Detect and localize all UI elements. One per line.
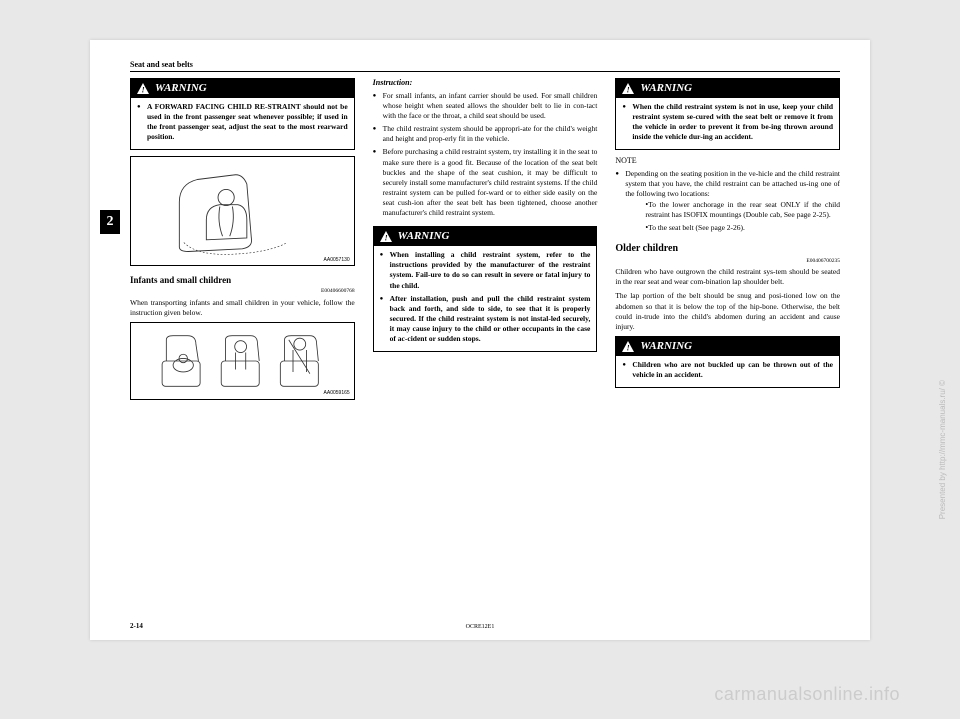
warning-item: When installing a child restraint system… [380, 250, 591, 291]
side-attribution: Presented by http://mmc-manuals.ru/ © [938, 380, 947, 519]
warning-body: Children who are not buckled up can be t… [616, 356, 839, 387]
page-number: 2-14 [130, 622, 143, 630]
warning-item: When the child restraint system is not i… [622, 102, 833, 143]
watermark: carmanualsonline.info [714, 684, 900, 705]
note-subitem: To the seat belt (See page 2-26). [635, 223, 840, 234]
warning-item: After installation, push and pull the ch… [380, 294, 591, 345]
warning-header: ! WARNING [131, 79, 354, 98]
instruction-item: The child restraint system should be app… [373, 124, 598, 144]
column-2: Instruction: For small infants, an infan… [373, 78, 598, 408]
warning-header: ! WARNING [616, 337, 839, 356]
warning-header: ! WARNING [374, 227, 597, 246]
subheading-infants: Infants and small children [130, 274, 355, 286]
figure-child-seat-forward: AA0057130 [130, 156, 355, 266]
svg-text:!: ! [627, 343, 630, 352]
body-paragraph: When transporting infants and small chil… [130, 298, 355, 318]
svg-text:!: ! [141, 85, 144, 94]
note-item: Depending on the seating position in the… [615, 169, 840, 234]
chapter-tab: 2 [100, 210, 120, 234]
body-paragraph: Children who have outgrown the child res… [615, 267, 840, 287]
warning-title: WARNING [155, 81, 207, 96]
warning-body: When installing a child restraint system… [374, 246, 597, 351]
note-subitem: To the lower anchorage in the rear seat … [635, 200, 840, 221]
instruction-item: For small infants, an infant carrier sho… [373, 91, 598, 121]
subheading-older-children: Older children [615, 242, 840, 256]
warning-header: ! WARNING [616, 79, 839, 98]
warning-box: ! WARNING A FORWARD FACING CHILD RE-STRA… [130, 78, 355, 150]
note-body: Depending on the seating position in the… [615, 169, 840, 234]
warning-item: Children who are not buckled up can be t… [622, 360, 833, 380]
warning-icon: ! [622, 83, 634, 94]
instruction-heading: Instruction: [373, 78, 598, 89]
warning-box: ! WARNING When installing a child restra… [373, 226, 598, 352]
column-3: ! WARNING When the child restraint syste… [615, 78, 840, 408]
column-1: ! WARNING A FORWARD FACING CHILD RE-STRA… [130, 78, 355, 408]
warning-body: A FORWARD FACING CHILD RE-STRAINT should… [131, 98, 354, 150]
content-columns: ! WARNING A FORWARD FACING CHILD RE-STRA… [130, 78, 840, 408]
svg-text:!: ! [384, 234, 387, 243]
instruction-list: For small infants, an infant carrier sho… [373, 91, 598, 219]
warning-box: ! WARNING When the child restraint syste… [615, 78, 840, 150]
reference-code: E00406600768 [130, 288, 355, 295]
warning-title: WARNING [640, 339, 692, 354]
warning-icon: ! [380, 231, 392, 242]
warning-icon: ! [137, 83, 149, 94]
document-code: OCRE12E1 [466, 624, 495, 630]
section-header: Seat and seat belts [130, 60, 840, 72]
figure-label: AA0059165 [324, 390, 350, 397]
figure-label: AA0057130 [324, 257, 350, 264]
svg-text:!: ! [627, 85, 630, 94]
reference-code: E00406700235 [615, 258, 840, 265]
warning-box: ! WARNING Children who are not buckled u… [615, 336, 840, 388]
note-sublist: To the lower anchorage in the rear seat … [625, 200, 840, 235]
note-heading: NOTE [615, 156, 840, 167]
manual-page: 2 Seat and seat belts ! WARNING A FORWAR… [90, 40, 870, 640]
warning-icon: ! [622, 341, 634, 352]
seat-illustration [131, 157, 354, 265]
body-paragraph: The lap portion of the belt should be sn… [615, 291, 840, 332]
warning-title: WARNING [398, 229, 450, 244]
warning-item: A FORWARD FACING CHILD RE-STRAINT should… [137, 102, 348, 143]
three-seats-illustration [131, 323, 354, 399]
figure-three-seats: AA0059165 [130, 322, 355, 400]
warning-body: When the child restraint system is not i… [616, 98, 839, 150]
note-text: Depending on the seating position in the… [625, 169, 840, 198]
instruction-item: Before purchasing a child restraint syst… [373, 147, 598, 218]
warning-title: WARNING [640, 81, 692, 96]
